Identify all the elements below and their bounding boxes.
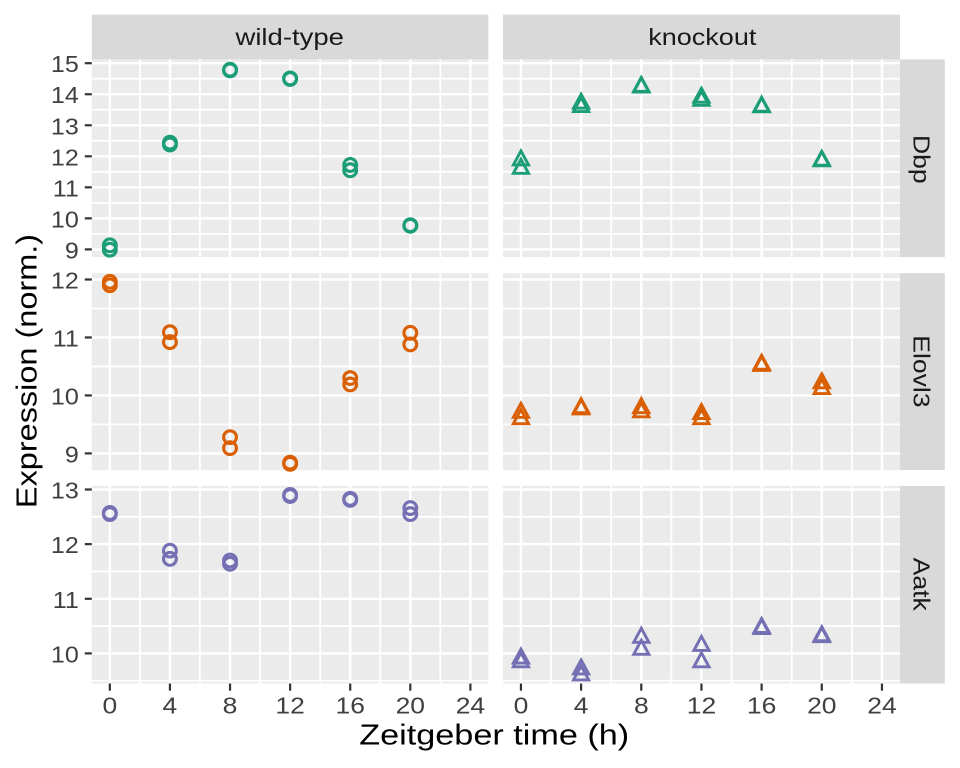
svg-text:11: 11 [53,588,79,614]
svg-text:9: 9 [65,442,79,468]
svg-text:4: 4 [163,694,178,719]
svg-text:20: 20 [807,694,836,719]
svg-text:0: 0 [102,694,117,719]
svg-text:8: 8 [223,694,238,719]
svg-text:10: 10 [51,642,79,668]
svg-text:13: 13 [51,114,79,140]
svg-text:15: 15 [51,52,79,78]
svg-text:10: 10 [51,384,79,410]
svg-text:0: 0 [514,694,529,719]
svg-text:11: 11 [53,326,79,352]
svg-text:4: 4 [574,694,589,719]
svg-text:8: 8 [634,694,649,719]
svg-text:24: 24 [867,694,897,719]
svg-text:16: 16 [335,694,364,719]
svg-text:12: 12 [51,533,79,559]
svg-text:16: 16 [747,694,776,719]
svg-text:13: 13 [51,478,79,504]
svg-text:12: 12 [687,694,716,719]
svg-text:20: 20 [396,694,425,719]
svg-text:Zeitgeber time (h): Zeitgeber time (h) [359,718,629,751]
svg-text:12: 12 [51,145,79,171]
svg-text:Aatk: Aatk [908,558,934,612]
svg-text:Expression (norm.): Expression (norm.) [10,234,43,508]
svg-text:wild-type: wild-type [234,25,344,51]
svg-text:14: 14 [51,83,79,109]
svg-text:10: 10 [51,207,79,233]
svg-text:9: 9 [65,238,79,264]
svg-text:12: 12 [275,694,304,719]
svg-text:12: 12 [51,268,79,294]
svg-text:knockout: knockout [648,24,756,50]
svg-text:11: 11 [53,176,79,202]
svg-text:24: 24 [456,694,486,719]
svg-text:Dbp: Dbp [908,135,934,184]
svg-text:Elovl3: Elovl3 [908,335,934,407]
